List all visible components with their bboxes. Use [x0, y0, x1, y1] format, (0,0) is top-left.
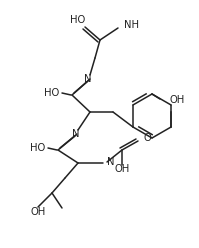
Text: O: O	[143, 133, 151, 143]
Text: HO: HO	[70, 15, 86, 25]
Text: N: N	[72, 129, 80, 139]
Text: HO: HO	[44, 88, 60, 98]
Text: OH: OH	[30, 207, 46, 217]
Text: N: N	[107, 157, 114, 167]
Text: HO: HO	[30, 143, 46, 153]
Text: N: N	[84, 74, 92, 84]
Text: OH: OH	[114, 164, 130, 174]
Text: NH: NH	[124, 20, 139, 30]
Text: OH: OH	[169, 95, 184, 105]
